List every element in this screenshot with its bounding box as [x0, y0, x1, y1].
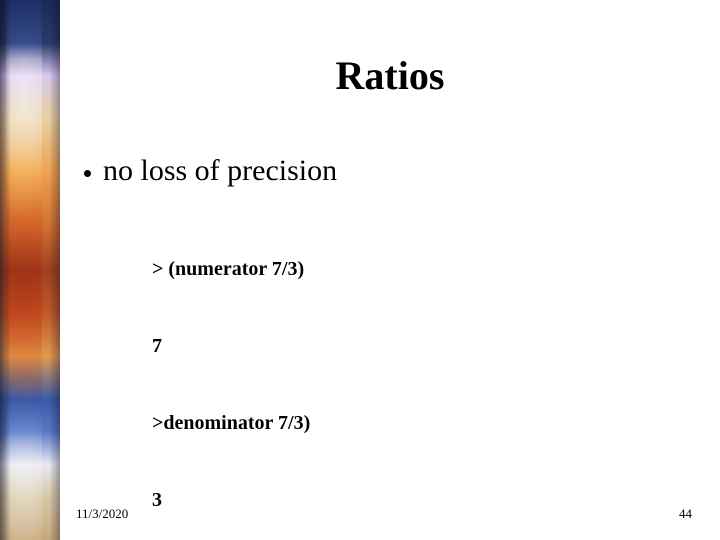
bullet-dot-icon: [84, 170, 91, 177]
code-line: >denominator 7/3): [152, 411, 310, 437]
decorative-sidebar: [0, 0, 60, 540]
bullet-text: no loss of precision: [103, 154, 337, 188]
footer-page-number: 44: [679, 506, 692, 522]
bullet-item: no loss of precision: [84, 154, 337, 188]
code-block: > (numerator 7/3) 7 >denominator 7/3) 3 …: [152, 206, 310, 540]
slide-title: Ratios: [60, 52, 720, 99]
footer-date: 11/3/2020: [76, 506, 128, 522]
code-line: > (numerator 7/3): [152, 257, 310, 283]
code-line: 3: [152, 488, 310, 514]
code-line: 7: [152, 334, 310, 360]
